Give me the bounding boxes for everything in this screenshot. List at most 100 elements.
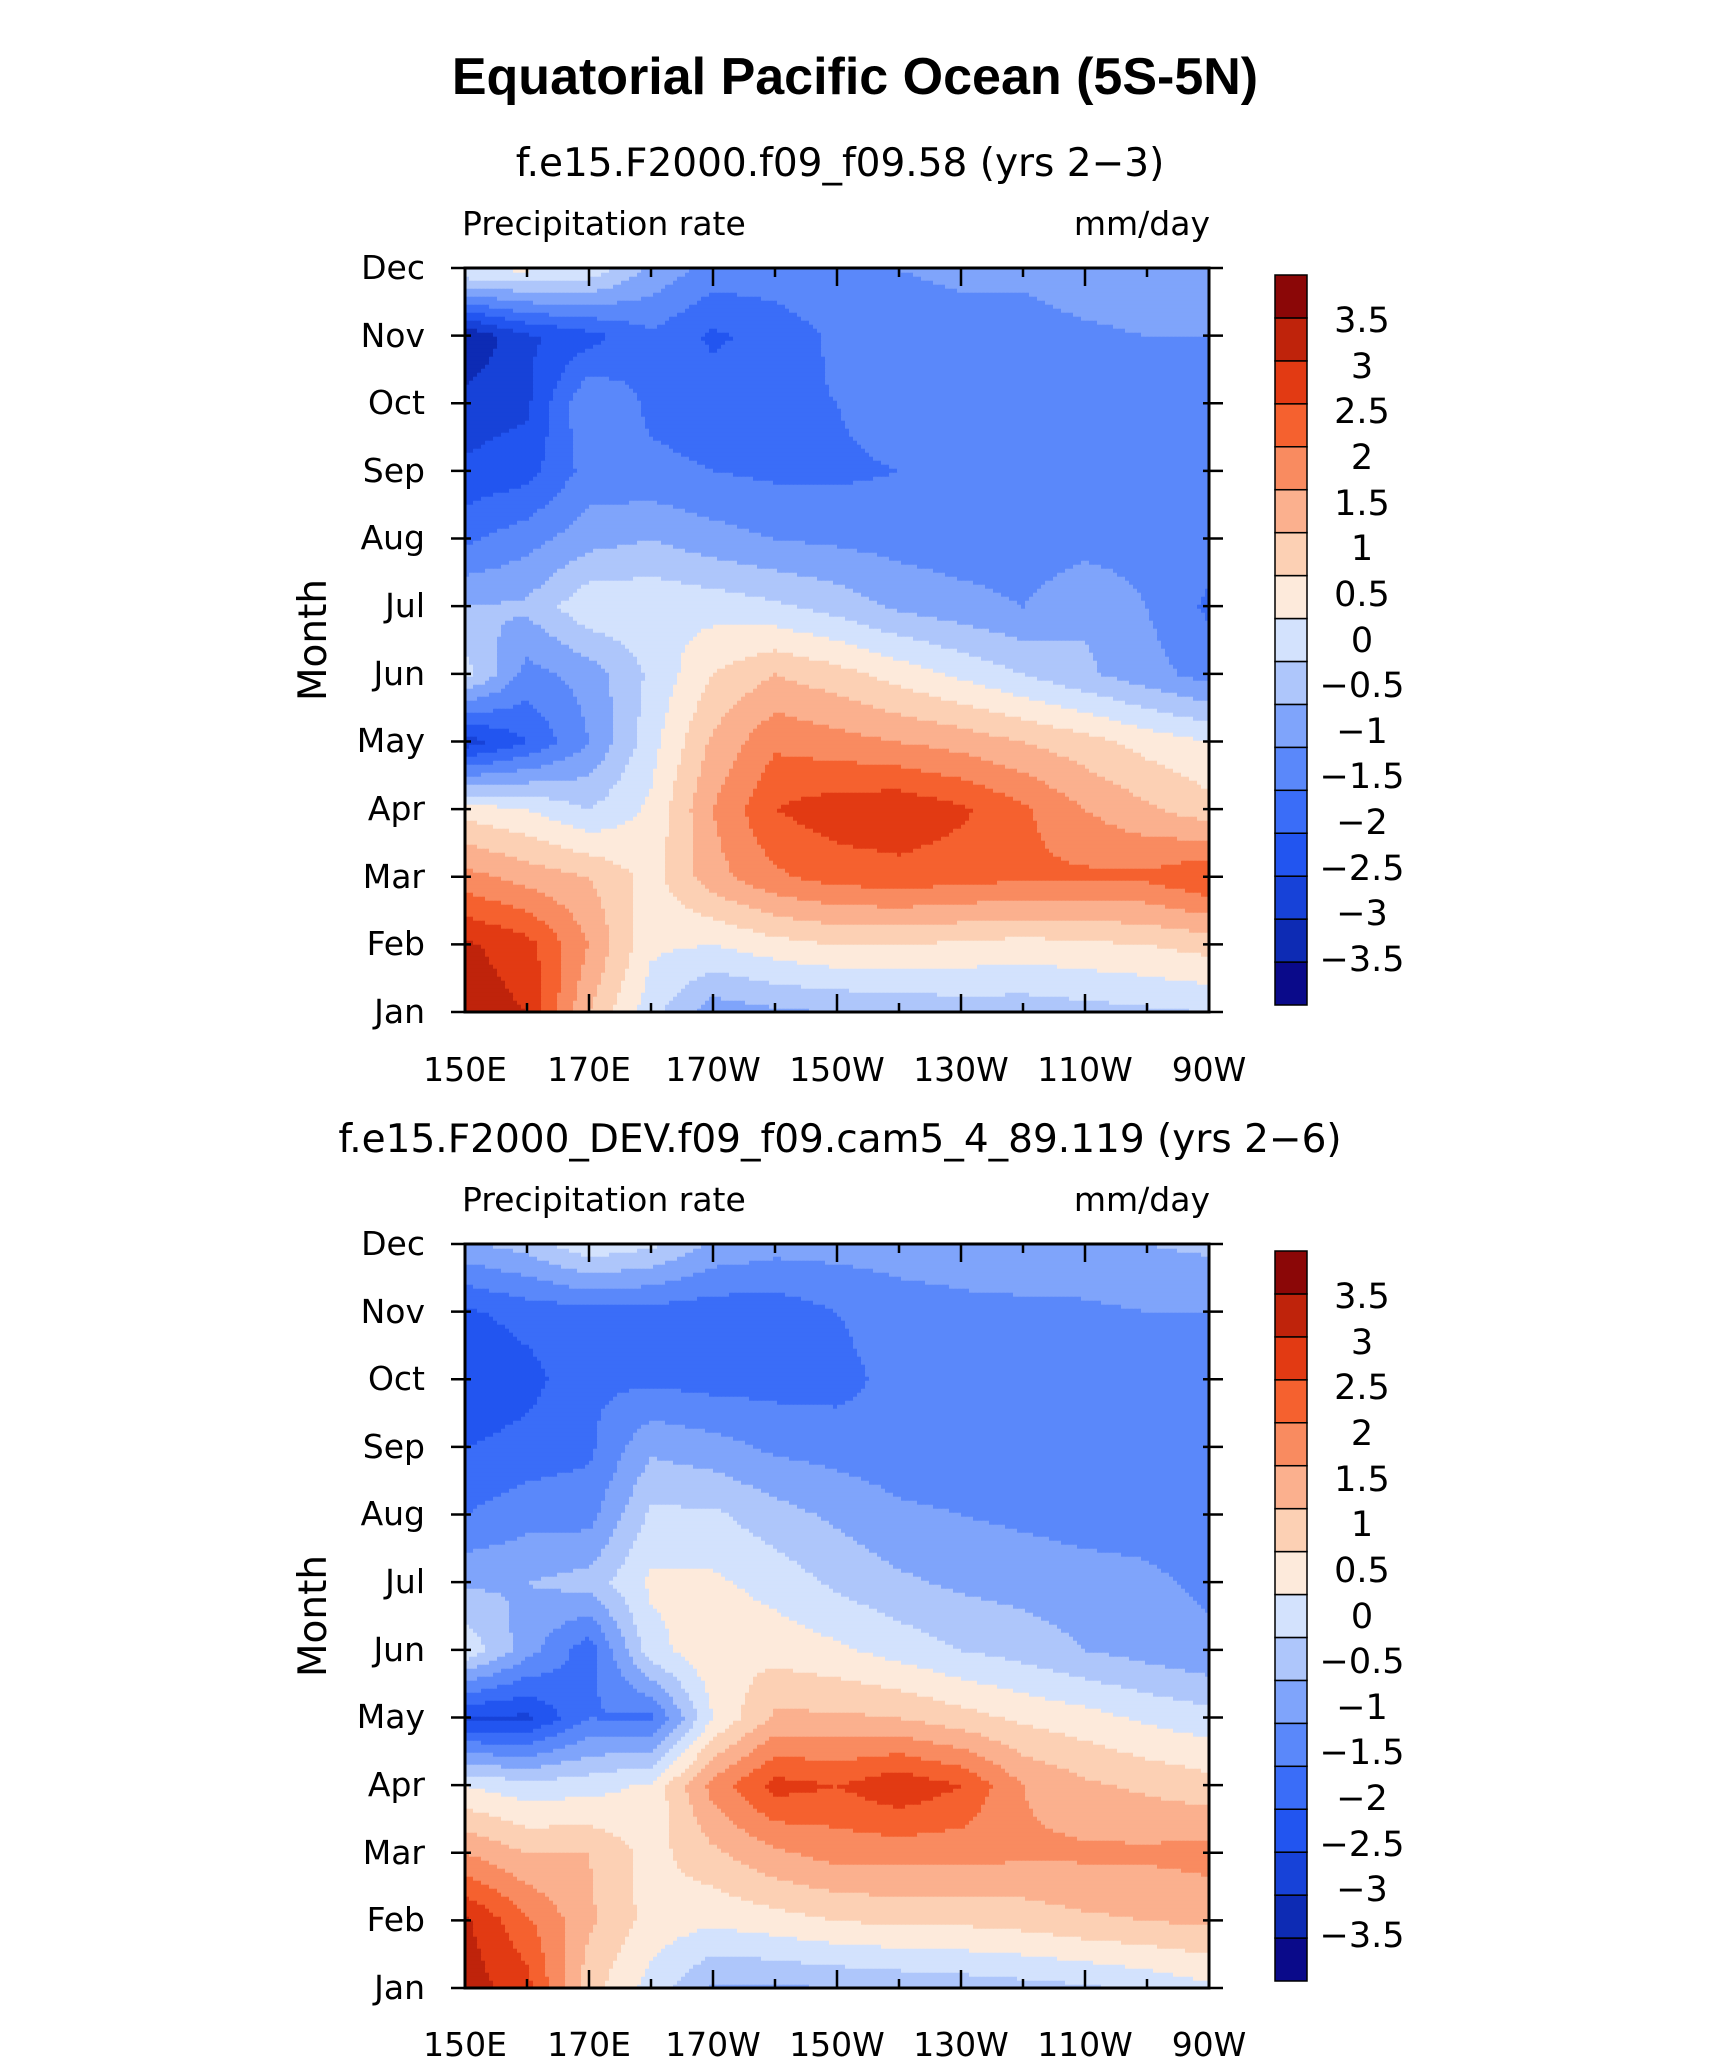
heatmap-cell: [1017, 1004, 1022, 1009]
heatmap-cell: [769, 996, 774, 1001]
heatmap-cell: [1113, 1000, 1118, 1005]
heatmap-cell: [973, 996, 978, 1001]
heatmap-cell: [473, 996, 478, 1001]
heatmap-cell: [1001, 1000, 1006, 1005]
heatmap-cell: [909, 996, 914, 1001]
heatmap-cell: [893, 1000, 898, 1005]
heatmap-cell: [849, 1000, 854, 1005]
heatmap-cell: [1049, 1000, 1054, 1005]
heatmap-cell: [701, 1004, 706, 1009]
heatmap-cell: [1093, 1000, 1098, 1005]
heatmap-cell: [617, 1004, 622, 1009]
variable-label: Precipitation rate: [462, 204, 746, 243]
heatmap-cell: [561, 1004, 566, 1009]
heatmap-cell: [729, 1004, 734, 1009]
heatmap-cell: [969, 1004, 974, 1009]
heatmap-cell: [805, 1000, 810, 1005]
heatmap-cell: [1013, 1004, 1018, 1009]
heatmap-cell: [521, 1000, 526, 1005]
heatmap-cell: [721, 1004, 726, 1009]
heatmap-cell: [757, 1000, 762, 1005]
heatmap-cell: [1161, 1000, 1166, 1005]
heatmap-cell: [817, 1004, 822, 1009]
heatmap-cell: [1137, 1004, 1142, 1009]
heatmap-cell: [565, 996, 570, 1001]
heatmap-cell: [669, 996, 674, 1001]
heatmap-cell: [977, 996, 982, 1001]
heatmap-cell: [885, 1000, 890, 1005]
heatmap-cell: [1025, 1004, 1030, 1009]
heatmap-cell: [765, 1004, 770, 1009]
heatmap-cell: [1093, 1004, 1098, 1009]
heatmap-cell: [925, 1004, 930, 1009]
heatmap-cell: [865, 1000, 870, 1005]
heatmap-cell: [981, 996, 986, 1001]
heatmap-cell: [541, 996, 546, 1001]
heatmap-cell: [665, 996, 670, 1001]
heatmap-cell: [909, 1004, 914, 1009]
heatmap-cell: [857, 1000, 862, 1005]
heatmap-cell: [529, 996, 534, 1001]
heatmap-cell: [1173, 1004, 1178, 1009]
heatmap-cell: [1053, 1000, 1058, 1005]
heatmap-cell: [1105, 1000, 1110, 1005]
heatmap-cell: [1049, 1004, 1054, 1009]
heatmap-cell: [965, 1000, 970, 1005]
heatmap-cell: [469, 1004, 474, 1009]
heatmap-cell: [1069, 1000, 1074, 1005]
heatmap-cell: [853, 1004, 858, 1009]
heatmap-cell: [673, 1004, 678, 1009]
heatmap-cell: [1177, 1000, 1182, 1005]
heatmap-cell: [541, 1000, 546, 1005]
heatmap-cell: [1201, 1000, 1206, 1005]
heatmap-cell: [1025, 1000, 1030, 1005]
heatmap-cell: [661, 996, 666, 1001]
heatmap-cell: [653, 1000, 658, 1005]
heatmap-cell: [557, 996, 562, 1001]
heatmap-cell: [853, 1000, 858, 1005]
heatmap-cell: [1197, 1004, 1202, 1009]
heatmap-cell: [581, 1004, 586, 1009]
heatmap-cell: [1141, 1004, 1146, 1009]
heatmap-cell: [605, 1000, 610, 1005]
heatmap-cell: [917, 996, 922, 1001]
heatmap-cell: [669, 1004, 674, 1009]
heatmap-cell: [1009, 1000, 1014, 1005]
heatmap-cell: [1073, 1004, 1078, 1009]
heatmap-cell: [1109, 1004, 1114, 1009]
heatmap-cell: [553, 996, 558, 1001]
heatmap-cell: [593, 1000, 598, 1005]
heatmap-cell: [1001, 1004, 1006, 1009]
heatmap-cell: [813, 996, 818, 1001]
heatmap-cell: [521, 1004, 526, 1009]
panel-title: f.e15.F2000.f09_f09.58 (yrs 2−3): [516, 141, 1165, 186]
heatmap-cell: [473, 1000, 478, 1005]
heatmap-cell: [913, 996, 918, 1001]
heatmap-cell: [1149, 1004, 1154, 1009]
heatmap-cell: [905, 1004, 910, 1009]
heatmap-cell: [753, 996, 758, 1001]
heatmap-cell: [1109, 1000, 1114, 1005]
heatmap-cell: [549, 1004, 554, 1009]
heatmap-cell: [733, 996, 738, 1001]
heatmap-cell: [577, 1000, 582, 1005]
heatmap-cell: [629, 996, 634, 1001]
heatmap-cell: [949, 1000, 954, 1005]
heatmap-cell: [681, 1004, 686, 1009]
heatmap-cell: [1129, 1000, 1134, 1005]
heatmap-cell: [821, 996, 826, 1001]
heatmap-cell: [609, 996, 614, 1001]
heatmap-cell: [497, 1004, 502, 1009]
heatmap-cell: [613, 1000, 618, 1005]
heatmap-cell: [997, 996, 1002, 1001]
heatmap-cell: [1061, 1000, 1066, 1005]
heatmap-cell: [737, 1000, 742, 1005]
heatmap-cell: [1037, 1004, 1042, 1009]
heatmap-cell: [741, 1000, 746, 1005]
heatmap-cell: [741, 1004, 746, 1009]
heatmap-cell: [889, 1000, 894, 1005]
heatmap-cell: [685, 996, 690, 1001]
heatmap-cell: [857, 996, 862, 1001]
heatmap-cell: [533, 1004, 538, 1009]
heatmap-cell: [1181, 1000, 1186, 1005]
